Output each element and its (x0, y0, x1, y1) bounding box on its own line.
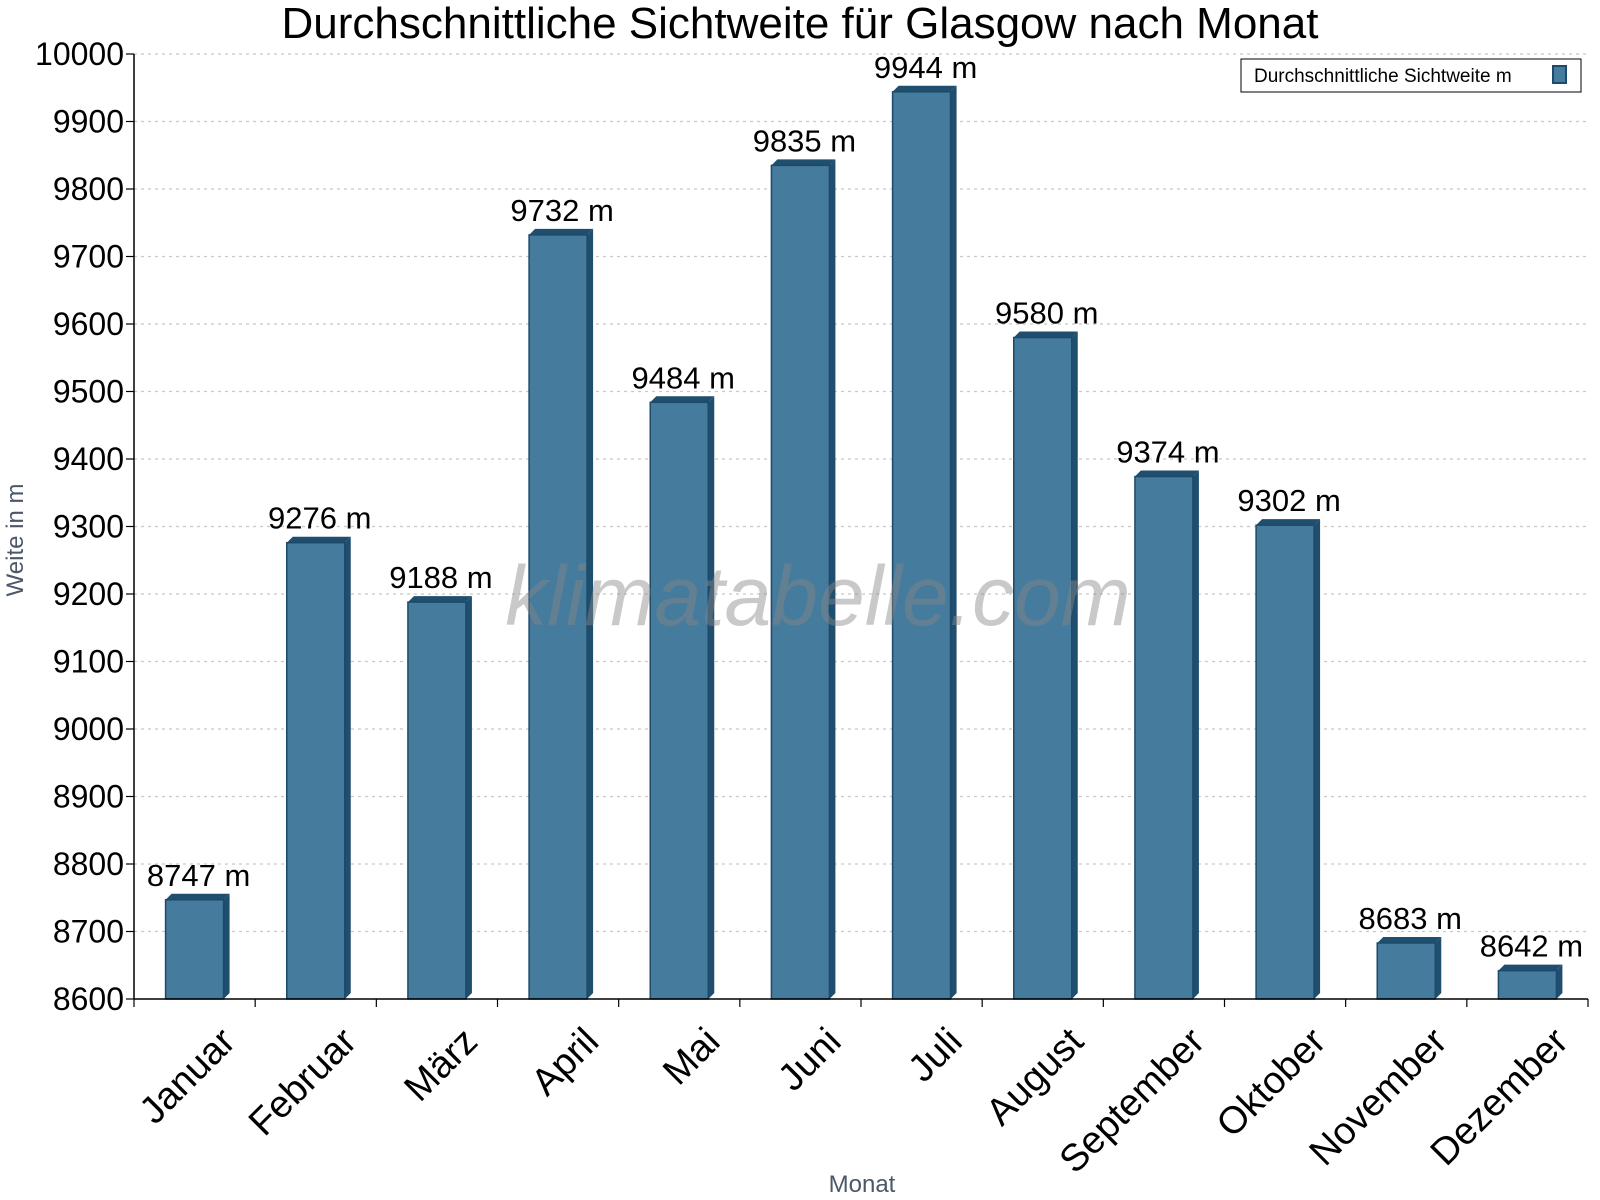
gridlines (134, 53, 1588, 933)
y-tick-label: 9000 (53, 711, 124, 747)
y-tick-label: 10000 (35, 36, 124, 72)
legend-box (1240, 58, 1582, 93)
bar-side (1556, 964, 1563, 999)
bar (770, 159, 836, 1000)
y-tick-label: 9100 (53, 644, 124, 680)
x-tick-label: Juni (770, 1020, 849, 1099)
bar-side (344, 536, 351, 999)
bar (407, 596, 472, 1000)
bar-face (528, 234, 588, 1000)
bar-top (1377, 936, 1442, 943)
bar-top (650, 396, 715, 403)
legend-swatch (1552, 65, 1567, 84)
data-label: 9835 m (753, 123, 856, 158)
bar (528, 228, 594, 1000)
x-tick-label: Juli (901, 1020, 971, 1090)
bar-side (1435, 936, 1442, 999)
bar-top (1013, 331, 1078, 338)
x-tick-label: Mai (655, 1020, 728, 1093)
y-axis-title: Weite in m (2, 484, 29, 597)
bar (1134, 470, 1199, 1000)
data-label: 9484 m (632, 360, 735, 395)
y-tick-label: 9800 (53, 171, 124, 207)
bar-side (708, 396, 715, 999)
data-label: 8683 m (1359, 901, 1462, 936)
y-tick-label: 8600 (53, 981, 124, 1017)
bar-side (1314, 519, 1321, 999)
y-tick-label: 8700 (53, 914, 124, 950)
bar (1497, 964, 1563, 1000)
bar-top (165, 893, 230, 900)
bar-top (771, 159, 836, 166)
bar-top (529, 228, 594, 235)
x-tick-label: April (524, 1020, 607, 1103)
bar-side (223, 893, 230, 999)
y-tick-label: 9900 (53, 104, 124, 140)
bar-top (1498, 964, 1563, 971)
bar-side (950, 85, 957, 1000)
y-tick-label: 8800 (53, 846, 124, 882)
bar-side (465, 596, 472, 999)
watermark: klimatabelle.com (505, 549, 1131, 643)
bar-top (286, 536, 351, 543)
x-tick-label: Februar (241, 1020, 365, 1144)
bar-top (892, 85, 957, 92)
bar (286, 536, 351, 1000)
bar (891, 85, 957, 1000)
y-tick-label: 9300 (53, 509, 124, 545)
data-label: 9944 m (874, 50, 977, 85)
data-label: 9188 m (389, 560, 492, 595)
bars (164, 85, 1563, 1000)
bar-top (1134, 470, 1199, 477)
bar (1255, 519, 1321, 1000)
data-label: 9374 m (1116, 435, 1219, 470)
bar-top (407, 596, 472, 603)
data-labels: 8747 m 9276 m 9188 m 9732 m 9484 m 9835 m 9944… (147, 50, 1583, 964)
bar (1376, 936, 1442, 1000)
bar-face (286, 541, 346, 1000)
bar-face (891, 91, 952, 1000)
data-label: 9732 m (510, 193, 613, 228)
data-label: 8747 m (147, 858, 250, 893)
y-tick-label: 9600 (53, 306, 124, 342)
bar (164, 893, 230, 1000)
legend-label: Durchschnittliche Sichtweite m (1254, 66, 1512, 87)
y-tick-labels: 8600 8700 8800 8900 9000 9100 9200 9300 9400 9500… (35, 36, 124, 1017)
bar-side (1071, 331, 1078, 999)
bar-side (829, 159, 836, 999)
legend: Durchschnittliche Sichtweite m (1240, 58, 1582, 93)
bar-face (1134, 475, 1194, 1000)
axes (126, 53, 1589, 1007)
y-tick-label: 8900 (53, 779, 124, 815)
bar-face (1376, 942, 1436, 1000)
x-tick-label: Oktober (1209, 1020, 1335, 1146)
bar-face (649, 401, 709, 1000)
bar-face (1497, 969, 1558, 1000)
x-tick-label: August (978, 1020, 1092, 1134)
data-label: 9302 m (1237, 483, 1340, 518)
bar-face (1013, 336, 1073, 1000)
data-label: 9276 m (268, 501, 371, 536)
y-tick-label: 9400 (53, 441, 124, 477)
chart-title: Durchschnittliche Sichtweite für Glasgow… (282, 0, 1319, 48)
x-tick-label: Januar (132, 1020, 244, 1132)
bar-face (164, 899, 225, 1000)
bar-top (1256, 519, 1321, 526)
bar-face (407, 601, 467, 1000)
x-tick-label: März (397, 1020, 486, 1109)
data-label: 8642 m (1480, 929, 1583, 964)
bar-side (1192, 470, 1199, 999)
bar (649, 396, 715, 1000)
bar-face (770, 164, 831, 1000)
data-label: 9580 m (995, 296, 1098, 331)
y-tick-label: 9200 (53, 576, 124, 612)
bar-side (587, 228, 594, 999)
bar (1013, 331, 1078, 1000)
bar-face (1255, 524, 1315, 1000)
y-tick-label: 9700 (53, 239, 124, 275)
y-tick-label: 9500 (53, 374, 124, 410)
x-axis-title: Monat (829, 1171, 896, 1198)
